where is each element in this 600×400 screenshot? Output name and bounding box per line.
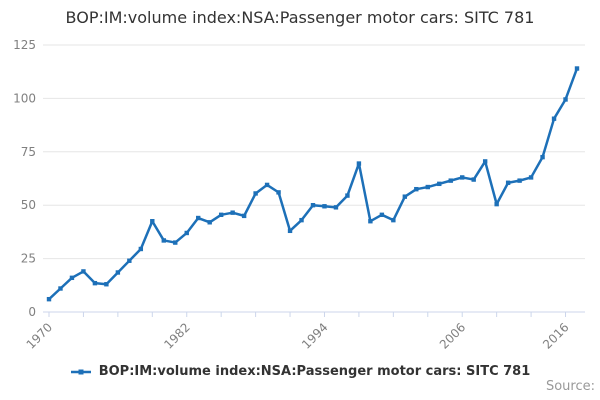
y-axis-tick-label: 0 [28,305,36,319]
data-point[interactable] [563,97,568,102]
data-point[interactable] [161,238,166,243]
data-point[interactable] [414,186,419,192]
source-label: Source: [545,379,595,394]
data-point[interactable] [138,246,144,252]
data-point[interactable] [517,178,522,183]
data-point[interactable] [379,212,385,218]
y-axis-tick-label: 100 [13,91,36,105]
data-point[interactable] [299,217,304,223]
legend-line-icon[interactable] [70,366,92,378]
data-point[interactable] [184,230,189,236]
data-point[interactable] [540,154,545,160]
data-point[interactable] [356,161,362,166]
data-point[interactable] [196,215,201,221]
data-point[interactable] [574,66,580,71]
data-point[interactable] [402,194,408,199]
legend-item-label[interactable]: BOP:IM:volume index:NSA:Passenger motor … [98,364,531,379]
data-point[interactable] [391,217,396,223]
data-point[interactable] [81,269,86,274]
data-point[interactable] [333,205,339,210]
x-axis-tick-label: 2006 [437,320,468,351]
data-point[interactable] [276,190,281,195]
data-point[interactable] [310,203,316,208]
data-point[interactable] [115,270,121,275]
data-point[interactable] [425,184,430,190]
series-line [47,67,579,301]
data-point[interactable] [241,213,247,219]
y-axis-tick-label: 50 [21,198,36,212]
data-point[interactable] [46,296,52,302]
chart-title: BOP:IM:volume index:NSA:Passenger motor … [65,8,535,27]
y-axis-tick-label: 75 [21,145,36,159]
plot-area: 0 25 50 75 100 125 1970 1982 1994 2006 2016 [13,38,585,352]
data-point[interactable] [253,191,258,196]
data-point[interactable] [104,282,109,287]
data-point[interactable] [127,258,132,263]
x-axis-tick-label: 2016 [540,320,571,351]
data-point[interactable] [437,181,442,187]
data-point[interactable] [551,116,557,121]
data-point[interactable] [230,210,235,215]
data-point[interactable] [69,275,75,281]
data-point[interactable] [482,159,488,164]
data-point[interactable] [368,219,373,224]
data-point[interactable] [218,212,224,218]
data-point[interactable] [207,220,212,225]
data-point[interactable] [92,280,98,286]
x-axis-tick-label: 1970 [24,320,55,351]
data-point[interactable] [58,286,63,291]
data-point[interactable] [322,204,327,209]
data-point[interactable] [528,175,534,180]
x-axis-tick-label: 1982 [161,320,192,351]
data-point[interactable] [264,182,270,188]
data-point[interactable] [460,175,465,180]
y-axis-tick-label: 125 [13,38,36,52]
data-point[interactable] [345,193,350,198]
data-point[interactable] [494,201,499,207]
data-point[interactable] [448,178,453,183]
legend: BOP:IM:volume index:NSA:Passenger motor … [0,364,600,379]
data-point[interactable] [173,240,178,245]
data-point[interactable] [287,228,293,234]
x-axis-tick-label: 1994 [299,320,330,351]
data-point[interactable] [505,180,511,185]
y-axis-tick-label: 25 [21,252,36,266]
data-point[interactable] [471,177,476,182]
data-point[interactable] [150,219,155,224]
